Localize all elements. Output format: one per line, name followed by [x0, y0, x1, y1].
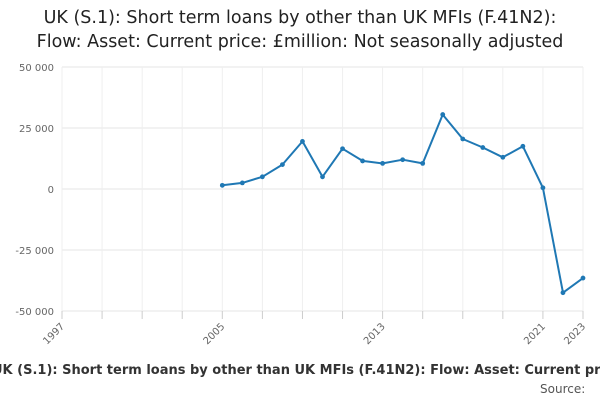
- x-axis-tick-labels: 1997 2005 2013 2021 2023: [41, 321, 588, 347]
- data-point[interactable]: [540, 185, 546, 191]
- data-point[interactable]: [460, 136, 466, 142]
- x-tick-label: 2005: [202, 321, 228, 347]
- chart-title: UK (S.1): Short term loans by other than…: [0, 6, 600, 54]
- grid-lines: [61, 66, 584, 312]
- data-point[interactable]: [219, 182, 225, 188]
- series-group: [219, 112, 586, 296]
- x-tick-label: 1997: [41, 321, 67, 347]
- y-tick-label: -25 000: [15, 246, 54, 257]
- data-point[interactable]: [440, 112, 446, 117]
- footer-title: UK (S.1): Short term loans by other than…: [0, 363, 600, 378]
- data-point[interactable]: [360, 158, 365, 164]
- x-axis-ticks: [61, 311, 584, 319]
- data-point[interactable]: [239, 180, 245, 186]
- data-point[interactable]: [340, 146, 345, 152]
- y-tick-label: 50 000: [19, 63, 54, 74]
- data-point[interactable]: [480, 145, 486, 150]
- y-axis-tick-labels: 50 000 25 000 0 -25 000 -50 000: [15, 63, 54, 318]
- data-point[interactable]: [380, 160, 386, 166]
- data-point[interactable]: [400, 157, 406, 163]
- data-point[interactable]: [280, 162, 285, 168]
- data-point[interactable]: [500, 154, 506, 160]
- chart-title-line-2: Flow: Asset: Current price: £million: No…: [36, 32, 564, 52]
- data-point[interactable]: [580, 275, 586, 281]
- series-line: [222, 113, 584, 294]
- data-point[interactable]: [560, 290, 566, 296]
- footer-title-text: UK (S.1): Short term loans by other than…: [0, 363, 600, 378]
- x-tick-label: 2023: [562, 321, 588, 347]
- y-tick-label: -50 000: [15, 307, 54, 318]
- x-tick-label: 2013: [362, 321, 388, 347]
- data-point[interactable]: [520, 143, 526, 149]
- source-label: Source:: [540, 382, 586, 396]
- data-point[interactable]: [259, 174, 265, 180]
- y-tick-label: 0: [48, 185, 54, 196]
- x-tick-label: 2021: [522, 321, 548, 347]
- chart-title-line-1: UK (S.1): Short term loans by other than…: [43, 8, 557, 28]
- data-point[interactable]: [320, 174, 325, 180]
- y-tick-label: 25 000: [19, 124, 54, 135]
- data-point[interactable]: [420, 160, 426, 166]
- data-point[interactable]: [300, 139, 305, 144]
